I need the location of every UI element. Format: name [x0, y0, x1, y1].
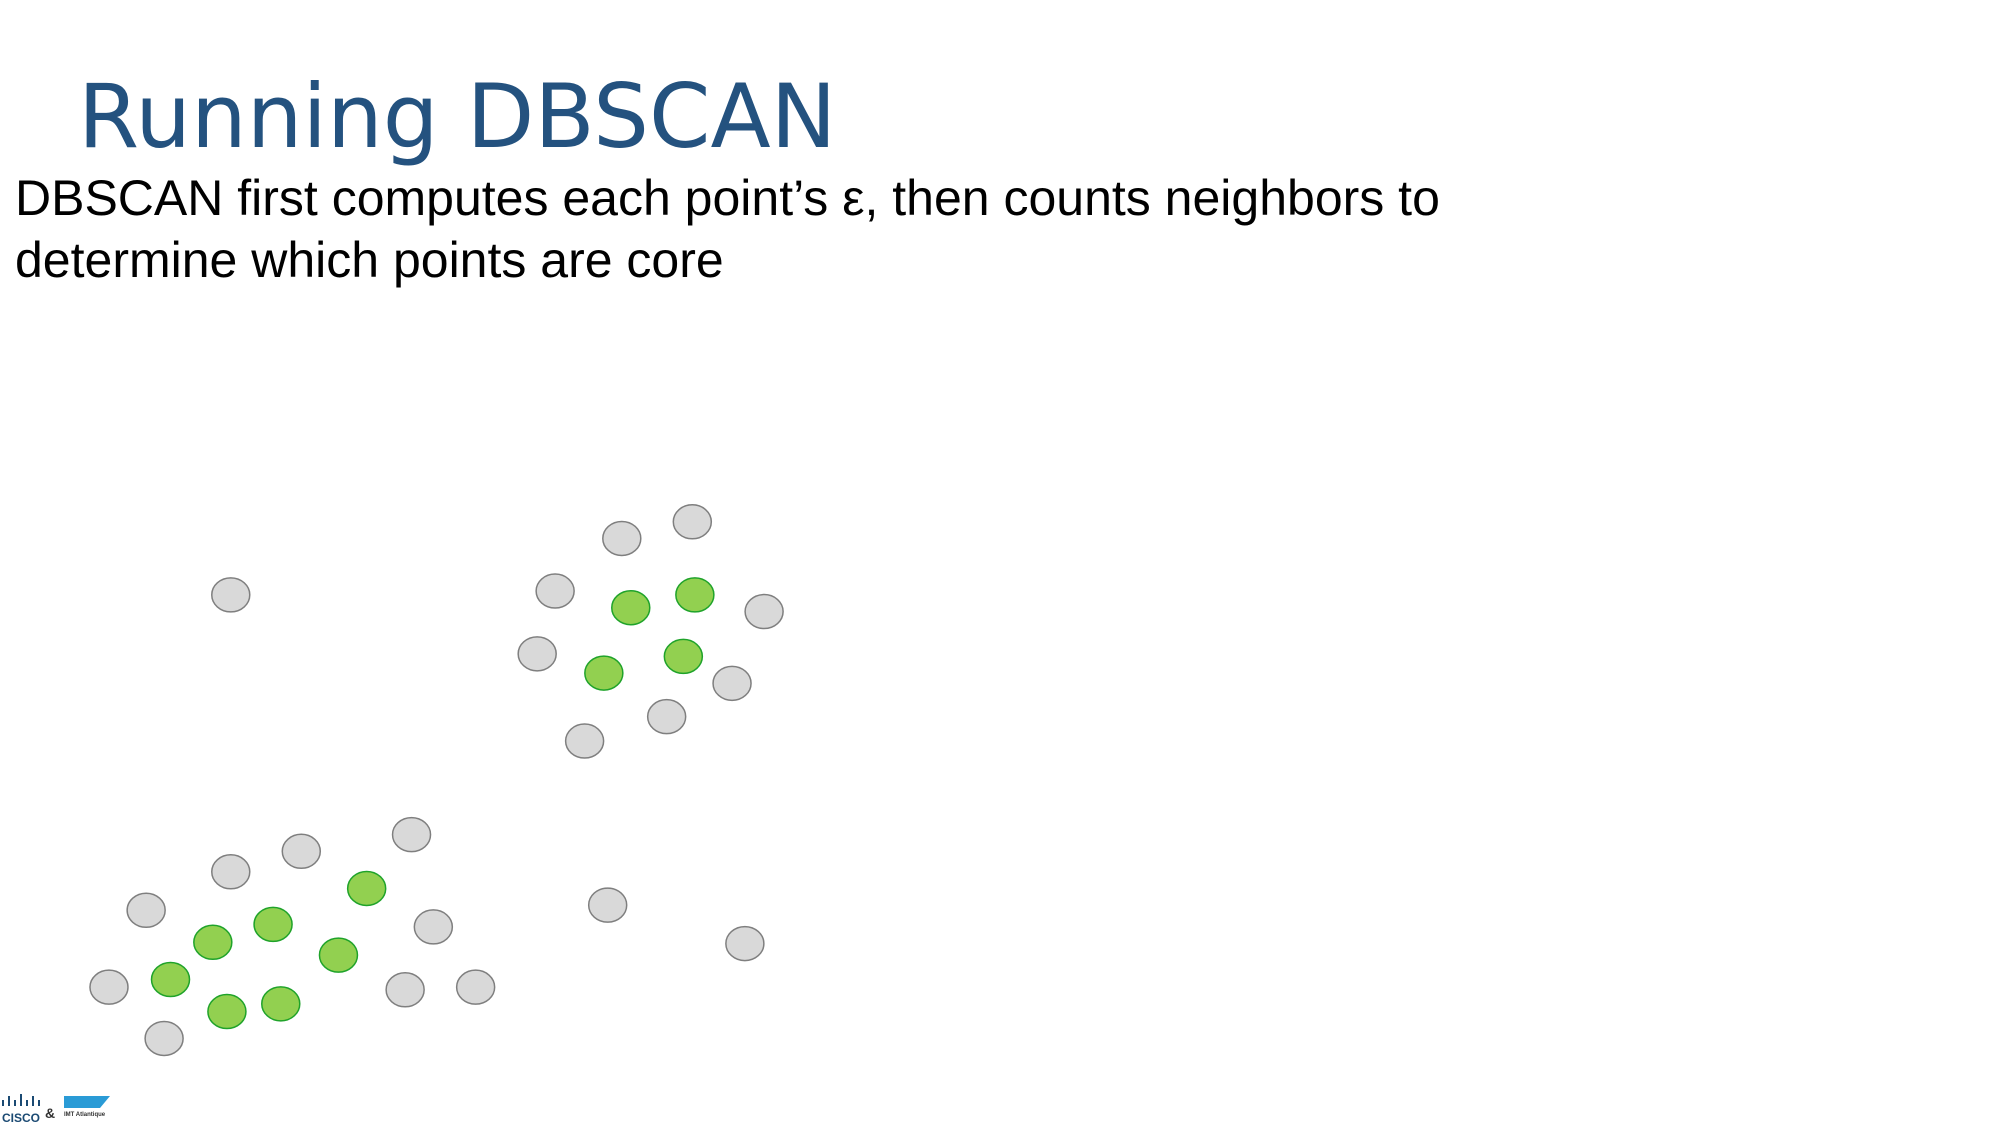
border-point	[413, 909, 454, 945]
border-point	[602, 520, 642, 557]
border-point	[587, 887, 628, 923]
border-point	[535, 573, 575, 609]
logo-left: CISCO	[2, 1111, 40, 1125]
logo: CISCO & IMT Atlantique	[2, 1094, 110, 1125]
border-point	[517, 636, 557, 672]
border-point	[455, 969, 496, 1005]
core-point	[675, 577, 715, 613]
core-point	[584, 655, 624, 691]
border-point	[126, 892, 166, 929]
core-point	[261, 986, 301, 1022]
body-line: determine which points are core	[15, 232, 724, 288]
cisco-bars	[2, 1094, 40, 1106]
slide-title: Running DBSCAN	[78, 65, 836, 168]
logo-joiner: &	[45, 1105, 55, 1121]
point-cloud	[89, 504, 784, 1057]
border-point	[385, 971, 425, 1008]
border-point	[144, 1020, 184, 1057]
border-point	[564, 723, 605, 759]
border-point	[391, 816, 432, 853]
border-point	[672, 504, 713, 540]
body-line: DBSCAN first computes each point’s ε, th…	[15, 170, 1440, 226]
border-point	[712, 665, 752, 702]
logo-right: IMT Atlantique	[64, 1112, 106, 1118]
core-point	[253, 906, 293, 943]
core-point	[150, 961, 191, 998]
border-point	[211, 854, 251, 890]
core-point	[207, 993, 247, 1030]
core-point	[663, 638, 704, 675]
core-point	[193, 924, 233, 961]
border-point	[744, 593, 784, 630]
core-point	[346, 870, 387, 907]
border-point	[89, 969, 129, 1005]
border-point	[646, 698, 687, 735]
core-point	[611, 589, 651, 626]
border-point	[281, 833, 322, 870]
core-point	[318, 937, 359, 973]
imt-mark	[64, 1096, 110, 1108]
border-point	[211, 577, 251, 613]
border-point	[725, 925, 765, 962]
